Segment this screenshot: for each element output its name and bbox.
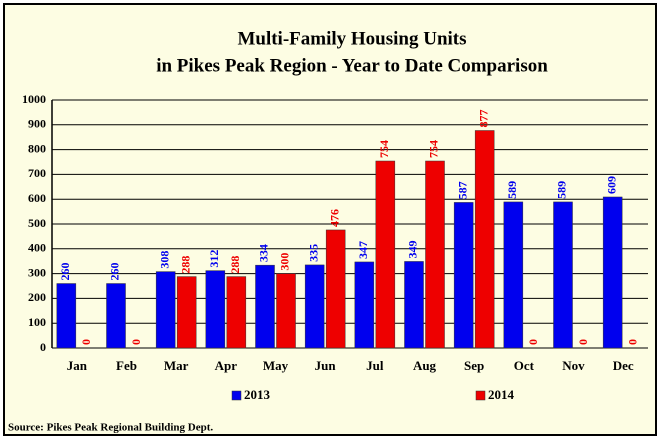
x-tick-label: Mar [164, 358, 189, 373]
data-label: 589 [505, 181, 519, 199]
bar [176, 276, 197, 349]
source-note: Source: Pikes Peak Regional Building Dep… [8, 422, 213, 434]
y-tick-label: 800 [28, 141, 46, 155]
bar [404, 261, 424, 349]
bar [276, 273, 296, 349]
x-tick-label: Oct [514, 358, 535, 373]
bar [106, 283, 126, 349]
data-label: 288 [178, 256, 192, 274]
data-label: 587 [455, 181, 469, 199]
bar [304, 264, 325, 349]
bar [255, 264, 275, 349]
x-tick-label: Jun [315, 358, 337, 373]
y-tick-label: 900 [28, 117, 46, 131]
x-tick-label: Jan [67, 358, 88, 373]
chart-title: Multi-Family Housing Units [237, 28, 466, 49]
x-tick-label: Nov [562, 358, 585, 373]
y-tick-label: 400 [28, 241, 46, 255]
x-tick-label: Feb [116, 358, 137, 373]
x-tick-label: Sep [464, 358, 484, 373]
bar [453, 202, 474, 349]
y-tick-label: 1000 [22, 92, 46, 106]
chart-frame [3, 3, 657, 436]
data-label: 349 [406, 240, 420, 258]
bar [205, 270, 226, 349]
y-tick-label: 700 [28, 166, 46, 180]
bar [503, 201, 524, 349]
data-label: 335 [306, 244, 320, 262]
data-label: 0 [79, 339, 93, 345]
data-label: 609 [604, 176, 618, 194]
data-label: 754 [377, 140, 391, 158]
bar [375, 160, 396, 349]
bar [602, 196, 623, 349]
bar [325, 229, 346, 349]
legend-swatch [231, 390, 242, 401]
chart-title: in Pikes Peak Region - Year to Date Comp… [156, 55, 548, 76]
data-label: 0 [526, 339, 540, 345]
data-label: 347 [356, 241, 370, 259]
data-label: 476 [327, 209, 341, 227]
data-label: 334 [257, 244, 271, 262]
x-tick-label: Dec [613, 358, 634, 373]
legend-label: 2013 [244, 387, 271, 402]
bar [354, 261, 375, 349]
bar [553, 201, 573, 349]
y-tick-label: 300 [28, 265, 46, 279]
data-label: 0 [129, 339, 143, 345]
x-tick-label: Jul [366, 358, 384, 373]
data-label: 288 [228, 256, 242, 274]
x-tick-label: May [263, 358, 289, 373]
x-tick-label: Aug [413, 358, 437, 373]
data-label: 308 [157, 251, 171, 269]
data-label: 300 [278, 253, 292, 271]
legend-swatch [475, 390, 486, 401]
bar [155, 271, 176, 349]
y-tick-label: 500 [28, 216, 46, 230]
y-tick-label: 600 [28, 191, 46, 205]
bar [474, 130, 495, 349]
y-tick-label: 200 [28, 290, 46, 304]
legend-label: 2014 [488, 387, 515, 402]
bar [425, 160, 445, 349]
bar [56, 283, 77, 349]
y-tick-label: 100 [28, 315, 46, 329]
data-label: 312 [207, 250, 221, 268]
data-label: 0 [625, 339, 639, 345]
data-label: 877 [476, 110, 490, 128]
x-tick-label: Apr [215, 358, 238, 373]
data-label: 260 [58, 263, 72, 281]
data-label: 589 [555, 181, 569, 199]
data-label: 0 [576, 339, 590, 345]
y-tick-label: 0 [40, 340, 46, 354]
bar [226, 276, 247, 349]
data-label: 260 [108, 263, 122, 281]
data-label: 754 [427, 140, 441, 158]
